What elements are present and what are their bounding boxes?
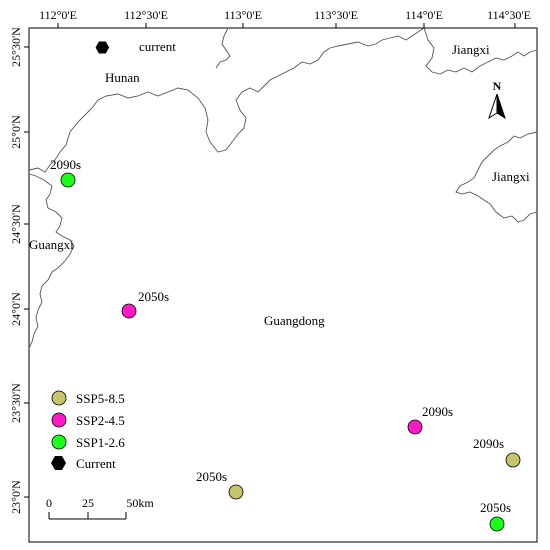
ssp126-2050s-marker <box>489 516 505 532</box>
legend-swatch-ssp245 <box>51 412 67 428</box>
current-marker <box>95 41 110 54</box>
legend: SSP5-8.5 SSP2-4.5 SSP1-2.6 Current <box>51 390 125 471</box>
province-label-hunan: Hunan <box>105 70 140 85</box>
ssp245-2050s-marker <box>121 303 137 319</box>
lon-label-112-0: 112°0'E <box>39 8 77 22</box>
ssp126-2090s-label: 2090s <box>50 157 81 172</box>
left-tick-marks <box>24 46 29 498</box>
province-label-guangdong: Guangdong <box>264 313 325 328</box>
north-arrow <box>488 93 506 120</box>
ssp585-2050s-label: 2050s <box>196 469 227 484</box>
legend-label-ssp245: SSP2-4.5 <box>76 413 125 428</box>
scale-bar <box>48 512 127 520</box>
hunan-guangdong-border <box>28 27 425 173</box>
lat-label-25-30: 25°30'N <box>9 27 23 67</box>
lon-label-113-0: 113°0'E <box>224 8 262 22</box>
lat-label-24-0: 24°0'N <box>9 292 23 326</box>
map-frame <box>28 27 538 543</box>
lon-label-112-30: 112°30'E <box>124 8 168 22</box>
lat-label-24-30: 24°30'N <box>9 204 23 244</box>
scale-label-25: 25 <box>82 496 94 510</box>
lat-label-25-0: 25°0'N <box>9 115 23 149</box>
legend-swatch-ssp585 <box>51 390 67 406</box>
legend-label-ssp126: SSP1-2.6 <box>76 435 125 450</box>
lon-label-114-0: 114°0'E <box>405 8 443 22</box>
legend-label-current: Current <box>76 456 116 471</box>
legend-swatch-ssp126 <box>51 434 67 450</box>
lat-label-23-30: 23°30'N <box>9 383 23 423</box>
scale-label-50km: 50km <box>126 496 154 510</box>
guangxi-guangdong-border <box>28 173 75 349</box>
ssp585-2090s-marker <box>505 452 521 468</box>
ssp245-2050s-label: 2050s <box>138 289 169 304</box>
ssp585-2090s-label: 2090s <box>473 436 504 451</box>
jiangxi-right-border <box>455 131 538 223</box>
lat-label-23-0: 23°0'N <box>9 480 23 514</box>
legend-swatch-current <box>51 456 66 470</box>
ssp245-2090s-label: 2090s <box>422 404 453 419</box>
ssp126-2090s-marker <box>60 172 76 188</box>
north-arrow-label: N <box>493 79 502 93</box>
lon-label-114-30: 114°30'E <box>487 8 531 22</box>
current-point-label: current <box>139 39 176 54</box>
province-label-jiangxi-right: Jiangxi <box>492 169 530 184</box>
ssp245-2090s-marker <box>407 419 423 435</box>
ssp126-2050s-label: 2050s <box>480 500 511 515</box>
legend-label-ssp585: SSP5-8.5 <box>76 391 125 406</box>
province-label-guangxi: Guangxi <box>29 237 74 252</box>
scale-label-0: 0 <box>46 496 52 510</box>
ssp585-2050s-marker <box>228 484 244 500</box>
jiangxi-top-border <box>423 27 538 75</box>
lon-label-113-30: 113°30'E <box>314 8 358 22</box>
province-label-jiangxi-top: Jiangxi <box>452 42 490 57</box>
top-tick-marks <box>57 23 516 28</box>
hunan-guangdong-border-west <box>215 27 231 69</box>
